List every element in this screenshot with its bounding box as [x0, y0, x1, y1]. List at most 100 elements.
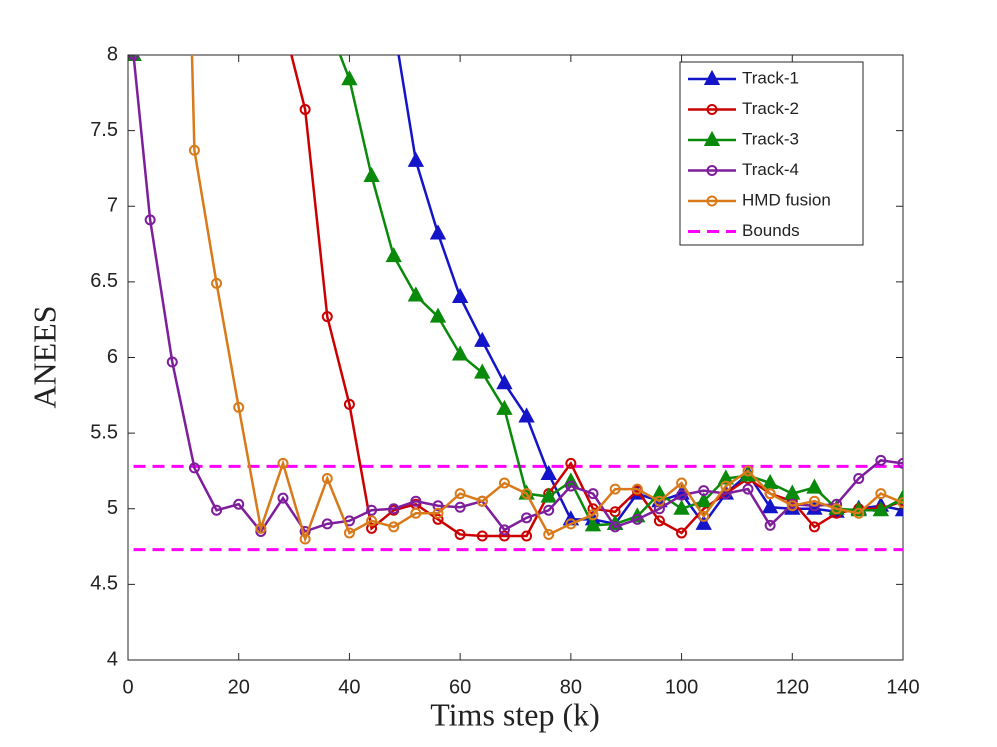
marker	[706, 165, 718, 176]
marker	[706, 195, 718, 207]
marker	[366, 515, 378, 527]
y-tick-label: 4.5	[90, 573, 118, 595]
y-axis-label: ANEES	[26, 305, 62, 408]
marker	[432, 513, 444, 525]
marker	[498, 524, 510, 536]
marker	[211, 277, 223, 289]
marker	[385, 247, 402, 263]
legend-label: Track-1	[742, 68, 799, 87]
marker	[410, 507, 422, 519]
marker	[277, 492, 289, 504]
marker	[808, 495, 820, 507]
marker	[565, 518, 577, 530]
marker	[233, 401, 245, 413]
y-tick-label: 4	[107, 648, 118, 670]
marker	[695, 514, 712, 530]
y-tick-label: 8	[107, 43, 118, 65]
marker	[565, 480, 577, 492]
marker	[540, 487, 557, 503]
marker	[363, 166, 380, 182]
marker	[451, 287, 469, 303]
marker	[299, 103, 311, 115]
x-tick-label: 60	[449, 676, 471, 698]
marker	[872, 501, 890, 517]
marker	[717, 469, 735, 485]
marker	[454, 501, 466, 513]
marker	[498, 477, 510, 489]
marker	[897, 457, 903, 469]
x-tick-label: 40	[338, 676, 360, 698]
marker	[587, 488, 599, 500]
marker	[407, 286, 425, 302]
marker	[742, 465, 754, 477]
marker	[321, 311, 333, 323]
marker	[676, 527, 688, 539]
marker	[321, 518, 333, 530]
marker	[476, 495, 488, 507]
marker	[188, 144, 200, 156]
marker	[676, 489, 688, 501]
marker	[432, 500, 444, 512]
marker	[698, 485, 710, 497]
marker	[609, 521, 621, 533]
marker	[543, 528, 555, 540]
marker	[584, 516, 602, 532]
marker	[496, 374, 513, 390]
marker	[831, 503, 843, 515]
marker	[518, 407, 535, 423]
marker	[388, 521, 400, 533]
legend-label: Track-3	[742, 129, 799, 148]
marker	[653, 495, 665, 507]
marker	[128, 55, 140, 61]
marker	[432, 507, 444, 519]
y-tick-label: 7	[107, 195, 118, 217]
marker	[742, 483, 754, 495]
legend-box	[679, 61, 864, 246]
marker	[366, 504, 378, 516]
marker	[233, 498, 245, 510]
marker	[299, 533, 311, 545]
marker	[521, 530, 533, 542]
marker	[786, 500, 798, 512]
marker	[653, 515, 665, 527]
marker	[695, 492, 712, 508]
y-tick-label: 5	[107, 497, 118, 519]
marker	[653, 503, 665, 515]
marker	[429, 307, 447, 323]
marker	[761, 498, 779, 514]
marker	[764, 488, 776, 500]
marker	[720, 480, 732, 492]
marker	[211, 504, 223, 516]
marker	[451, 345, 469, 361]
plot-layer	[128, 55, 903, 552]
marker	[897, 497, 903, 509]
legend-label: Track-4	[742, 160, 799, 179]
marker	[587, 509, 599, 521]
marker	[631, 483, 643, 495]
y-tick-label: 6.5	[90, 270, 118, 292]
marker	[343, 527, 355, 539]
series-line	[190, 55, 903, 543]
marker	[454, 528, 466, 540]
marker	[875, 454, 887, 466]
marker	[429, 224, 447, 240]
marker	[388, 503, 400, 515]
legend-label: HMD fusion	[742, 190, 831, 209]
marker	[631, 513, 643, 525]
x-tick-label: 100	[665, 676, 698, 698]
marker	[496, 399, 513, 415]
y-tick-label: 7.5	[90, 119, 118, 141]
marker	[565, 457, 577, 469]
marker	[703, 69, 721, 85]
marker	[784, 484, 801, 500]
marker	[454, 488, 466, 500]
marker	[806, 478, 823, 494]
marker	[808, 521, 820, 533]
marker	[341, 70, 358, 86]
x-tick-label: 80	[560, 676, 582, 698]
marker	[706, 104, 718, 115]
marker	[543, 504, 555, 516]
marker	[255, 522, 267, 534]
x-tick-label: 0	[122, 676, 133, 698]
